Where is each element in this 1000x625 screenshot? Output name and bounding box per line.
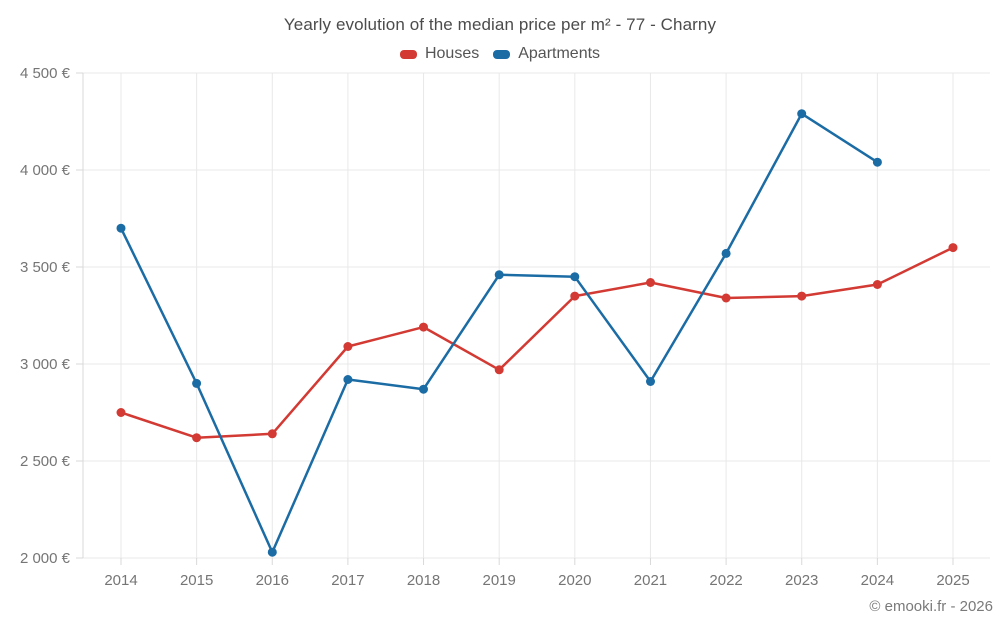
x-axis-label: 2025: [936, 572, 969, 589]
apartments-data-point[interactable]: [570, 272, 580, 282]
houses-data-point[interactable]: [419, 322, 428, 332]
apartments-data-point[interactable]: [116, 223, 126, 233]
x-axis-label: 2022: [709, 572, 742, 589]
y-axis-label: 3 500 €: [20, 259, 71, 276]
x-axis-label: 2023: [785, 572, 818, 589]
copyright-text: © emooki.fr - 2026: [869, 598, 993, 615]
apartments-data-point[interactable]: [419, 384, 428, 394]
x-axis-label: 2024: [861, 572, 894, 589]
apartments-data-point[interactable]: [192, 378, 202, 388]
houses-data-point[interactable]: [872, 280, 882, 289]
legend-label-houses: Houses: [424, 45, 480, 62]
houses-data-point[interactable]: [721, 293, 731, 303]
legend-item-houses[interactable]: Houses: [399, 45, 480, 63]
houses-data-point[interactable]: [797, 291, 807, 301]
houses-data-point[interactable]: [948, 243, 958, 253]
apartments-data-point[interactable]: [646, 377, 655, 386]
houses-data-point[interactable]: [192, 433, 202, 443]
houses-data-point[interactable]: [570, 291, 580, 301]
apartments-data-point[interactable]: [721, 248, 731, 258]
apartments-data-point[interactable]: [343, 375, 353, 384]
x-axis-label: 2017: [331, 572, 364, 589]
houses-series-line: [119, 246, 955, 439]
x-axis-label: 2020: [558, 572, 591, 589]
houses-data-point[interactable]: [494, 365, 504, 375]
x-axis-label: 2021: [634, 572, 667, 589]
houses-series-swatch-icon: [399, 49, 417, 59]
apartments-series-swatch-icon: [493, 49, 511, 59]
apartments-data-point[interactable]: [797, 109, 807, 119]
apartments-data-point[interactable]: [494, 270, 504, 280]
y-axis-label: 2 500 €: [20, 453, 71, 470]
chart-title: Yearly evolution of the median price per…: [283, 15, 717, 34]
x-axis-label: 2014: [104, 572, 137, 589]
houses-data-point[interactable]: [343, 342, 353, 351]
houses-data-point[interactable]: [267, 429, 277, 439]
x-axis-label: 2018: [407, 572, 440, 589]
houses-data-point[interactable]: [646, 278, 655, 287]
chart-legend: Houses Apartments: [0, 45, 1000, 63]
apartments-data-point[interactable]: [267, 547, 277, 557]
legend-item-apartments[interactable]: Apartments: [493, 45, 600, 63]
x-axis-label: 2015: [180, 572, 213, 589]
y-axis-label: 3 000 €: [20, 356, 71, 373]
houses-data-point[interactable]: [116, 408, 126, 417]
legend-label-apartments: Apartments: [518, 45, 601, 62]
y-axis-label: 2 000 €: [20, 550, 71, 567]
y-axis-label: 4 500 €: [20, 65, 71, 82]
x-axis-label: 2019: [482, 572, 515, 589]
y-axis-label: 4 000 €: [20, 162, 71, 179]
x-axis-label: 2016: [256, 572, 289, 589]
apartments-data-point[interactable]: [872, 157, 882, 167]
